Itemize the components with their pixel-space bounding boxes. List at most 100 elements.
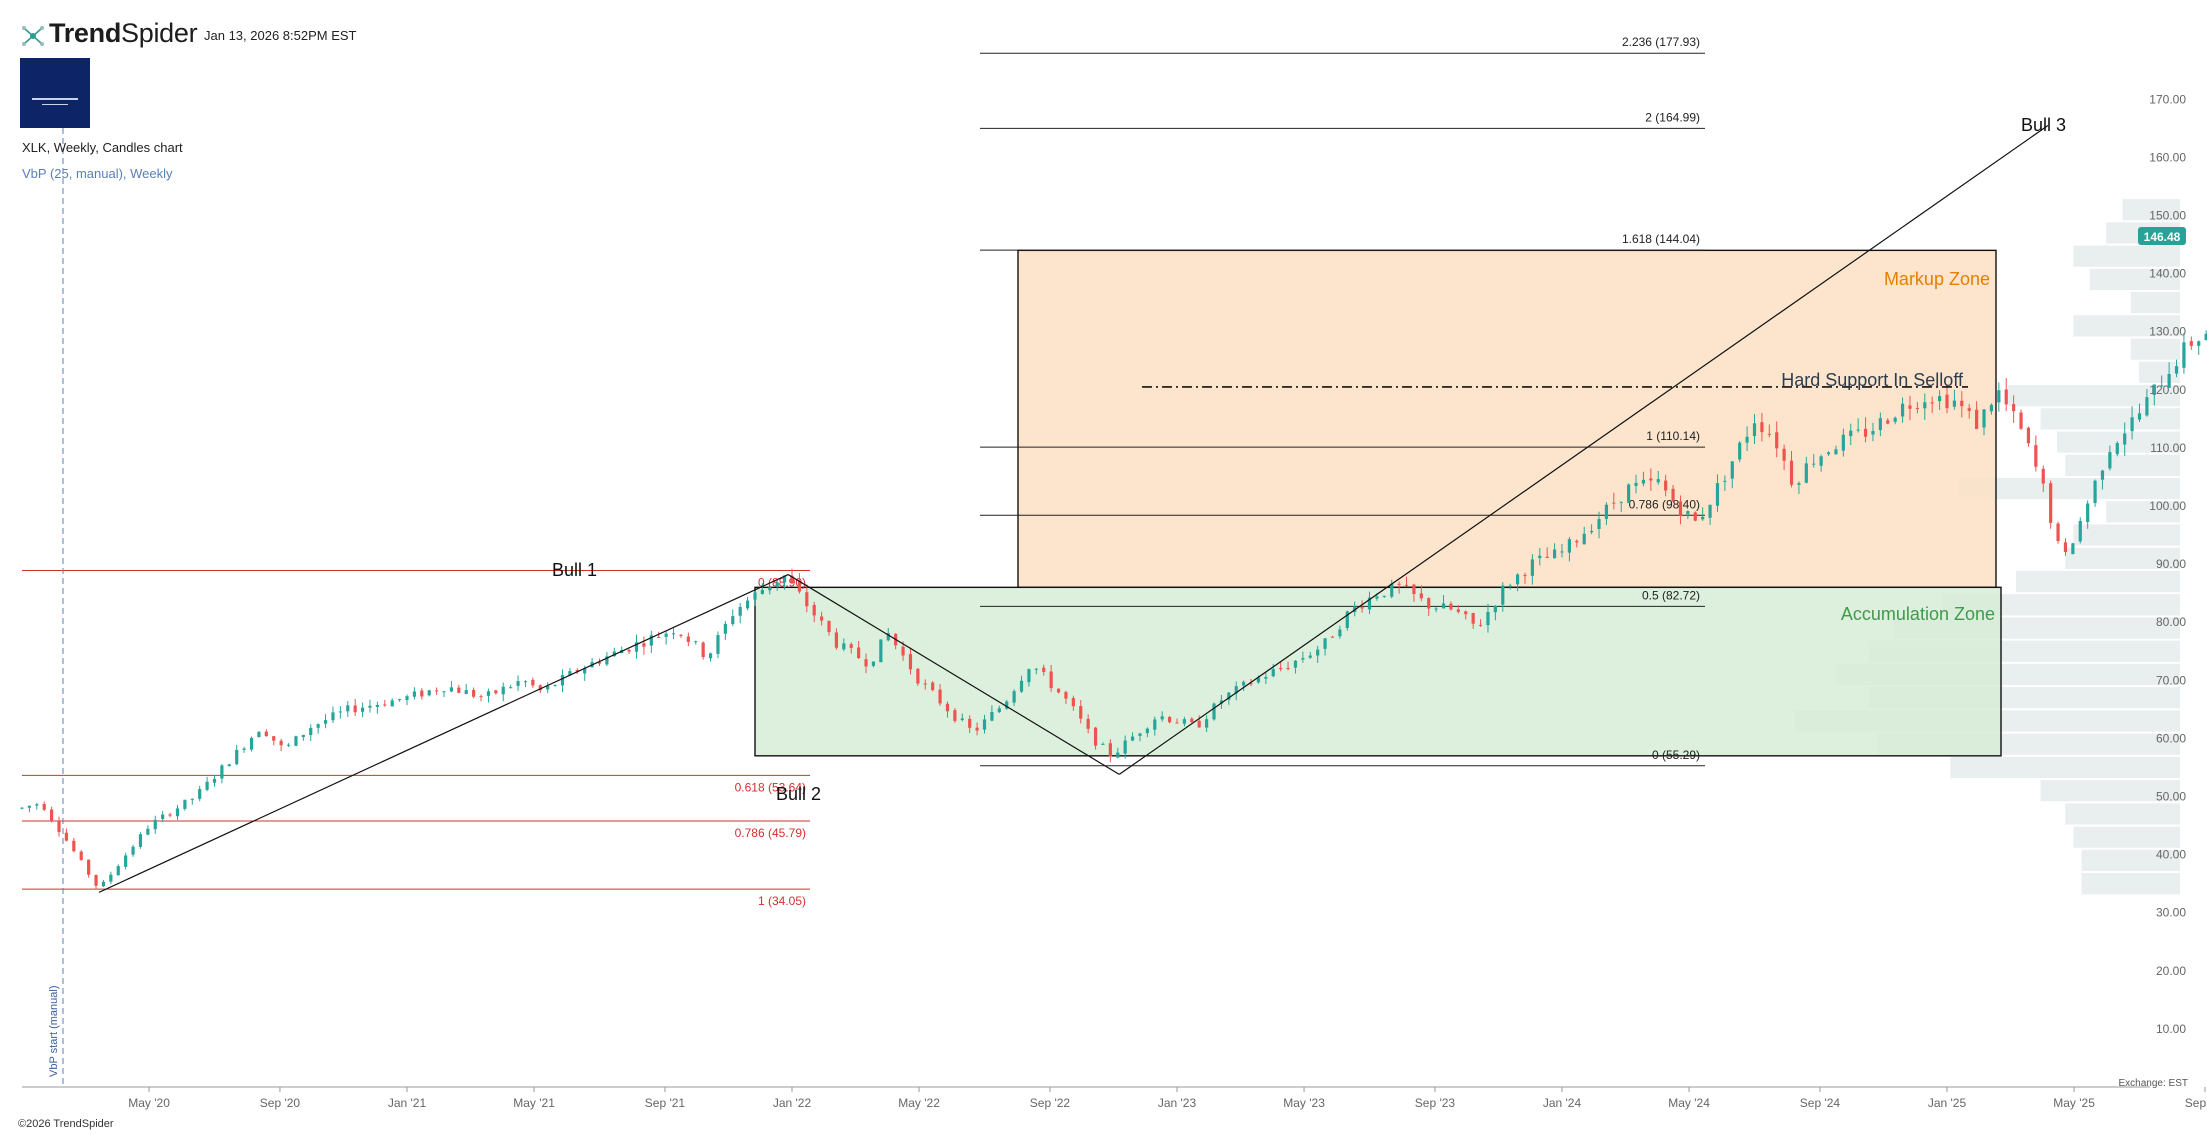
candle-body: [494, 690, 498, 694]
candle-body: [2160, 385, 2164, 387]
candle: [568, 667, 572, 676]
candle-body: [834, 632, 839, 648]
candle-body: [1515, 574, 1520, 585]
candle: [449, 680, 454, 693]
thumbnail-detail: [32, 98, 78, 100]
candle-body: [1005, 701, 1009, 709]
candle: [753, 590, 757, 607]
candle-body: [1975, 409, 1979, 429]
candle: [2152, 384, 2156, 406]
candle: [879, 639, 883, 663]
candle: [931, 681, 935, 692]
candle-body: [820, 616, 824, 621]
candle: [960, 713, 964, 722]
candle: [1027, 668, 1031, 687]
candle: [2056, 521, 2060, 544]
candle-body: [2063, 542, 2068, 553]
candle-body: [1145, 728, 1149, 734]
candle-body: [1434, 608, 1438, 610]
candle: [390, 698, 394, 707]
candle-body: [309, 727, 313, 736]
candle-body: [249, 737, 254, 750]
candle-body: [1375, 596, 1379, 599]
candle-body: [827, 621, 831, 633]
last-price-label: 146.48: [2144, 230, 2181, 244]
candle: [1960, 391, 1964, 418]
candle-body: [1108, 743, 1112, 757]
exchange-label: Exchange: EST: [2118, 1078, 2188, 1089]
candle-body: [1560, 551, 1564, 553]
candle-body: [657, 636, 661, 638]
candle: [353, 698, 357, 716]
vbp-bar: [2130, 292, 2180, 314]
candle-body: [1301, 658, 1305, 660]
candle-body: [1952, 400, 1957, 407]
candle-body: [1886, 420, 1890, 424]
candle-body: [1775, 432, 1779, 449]
candle-body: [849, 644, 853, 648]
candle: [264, 729, 268, 737]
candle: [1486, 603, 1490, 633]
candle-body: [301, 734, 305, 738]
fib-right-label: 0.786 (98.40): [1629, 497, 1700, 511]
candle-body: [1678, 501, 1683, 516]
vbp-bar: [2122, 199, 2180, 221]
candle: [1612, 492, 1616, 510]
candle-body: [1227, 692, 1231, 700]
candle-body: [420, 690, 424, 697]
candle-body: [686, 636, 690, 642]
candle: [864, 653, 868, 674]
candle: [1108, 739, 1112, 763]
candle: [294, 735, 298, 747]
candle: [242, 746, 246, 753]
candle: [1160, 711, 1164, 722]
candle: [1286, 661, 1290, 671]
candle: [1604, 502, 1609, 526]
symbol-thumbnail[interactable]: [20, 58, 90, 128]
candle: [1434, 606, 1438, 613]
candle: [1693, 511, 1697, 522]
candle-body: [1863, 428, 1868, 437]
candle: [1856, 418, 1860, 433]
bull-1-leg-up: [98, 574, 789, 893]
candle-body: [442, 691, 446, 693]
candle: [1708, 504, 1712, 525]
candle: [101, 880, 106, 888]
candle-body: [990, 712, 994, 721]
candle-body: [1804, 463, 1808, 483]
candle-body: [212, 778, 217, 783]
candle: [1190, 717, 1194, 723]
candle-body: [2152, 384, 2156, 395]
candle: [249, 736, 254, 752]
candle: [1219, 694, 1224, 709]
candle-body: [805, 592, 809, 607]
vbp-bar: [2089, 268, 2180, 291]
candle: [190, 798, 194, 805]
candle-body: [1649, 478, 1653, 481]
candle: [1367, 591, 1372, 615]
candle: [2189, 336, 2193, 350]
candle-body: [1323, 638, 1327, 649]
candle-body: [198, 789, 202, 799]
candle: [331, 706, 335, 723]
candle-body: [1634, 482, 1638, 486]
brand-logo[interactable]: TrendSpider: [49, 18, 198, 49]
candle: [338, 706, 342, 719]
x-tick-label: Sep '21: [645, 1096, 686, 1110]
candle: [1812, 454, 1816, 468]
candle-body: [1945, 394, 1949, 409]
candle: [94, 874, 98, 890]
brand-bold: Trend: [49, 18, 122, 48]
candle-body: [931, 682, 935, 691]
candle-body: [1027, 669, 1031, 683]
indicator-legend[interactable]: VbP (25, manual), Weekly: [22, 166, 173, 181]
x-tick-label: Jan '25: [1928, 1096, 1967, 1110]
candle-body: [94, 874, 98, 886]
candle-body: [916, 668, 920, 684]
x-tick-label: May '24: [1668, 1096, 1710, 1110]
candle-body: [2167, 374, 2171, 388]
candle-body: [175, 808, 180, 817]
candle: [2174, 359, 2179, 378]
x-tick-label: Jan '22: [773, 1096, 812, 1110]
